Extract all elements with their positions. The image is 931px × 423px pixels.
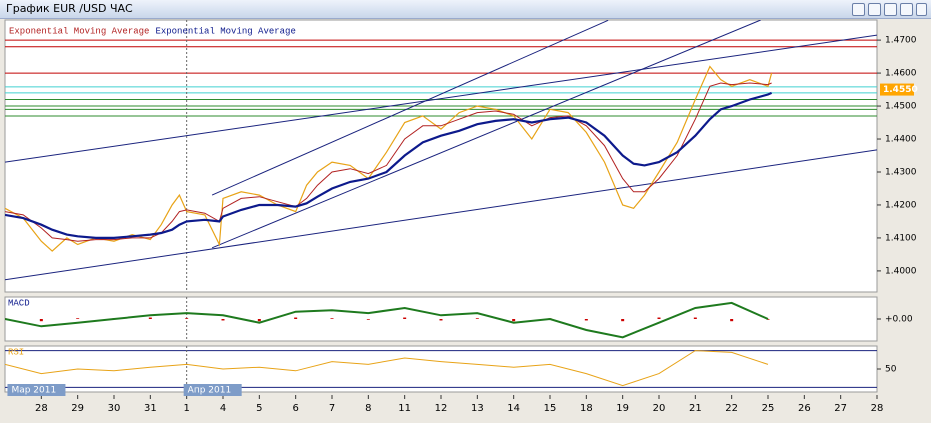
x-tick-label: 6 <box>292 403 298 414</box>
histogram-bar <box>512 319 516 322</box>
x-tick-label: 19 <box>616 403 629 414</box>
x-tick-label: 26 <box>798 403 811 414</box>
x-tick-label: 25 <box>762 403 775 414</box>
x-tick-label: 1 <box>183 403 189 414</box>
x-tick-label: 31 <box>144 403 157 414</box>
series-line <box>5 91 773 239</box>
trend-line <box>5 149 877 281</box>
histogram-bar <box>621 319 625 322</box>
x-tick-label: 7 <box>329 403 335 414</box>
histogram-bar <box>366 319 370 320</box>
x-tick-label: 28 <box>35 403 48 414</box>
title-bar: График EUR /USD ЧАС <box>0 0 931 19</box>
series-line <box>5 82 772 242</box>
help-button[interactable] <box>852 3 865 16</box>
x-tick-label: 22 <box>725 403 738 414</box>
y-tick-label: +0.00 <box>885 315 913 325</box>
histogram-bar <box>294 317 298 319</box>
histogram-bar <box>330 318 334 319</box>
histogram-bar <box>39 319 43 322</box>
histogram-bar <box>76 318 80 319</box>
x-axis-area <box>0 395 931 423</box>
y-tick-label: 1.4000 <box>885 266 917 276</box>
histogram-bar <box>403 317 407 319</box>
x-tick-label: 28 <box>871 403 884 414</box>
month-label-box <box>183 384 242 396</box>
x-tick-label: 14 <box>507 403 520 414</box>
histogram-bar <box>693 317 697 319</box>
y-tick-label: 1.4500 <box>885 102 917 112</box>
histogram-bar <box>475 318 479 319</box>
series-line <box>5 350 769 387</box>
x-tick-label: 12 <box>435 403 448 414</box>
plot-area <box>5 346 877 392</box>
month-label: Мар 2011 <box>11 386 56 396</box>
month-label-box <box>7 384 66 396</box>
x-tick-label: 8 <box>365 403 371 414</box>
x-tick-label: 13 <box>471 403 484 414</box>
x-tick-label: 21 <box>689 403 702 414</box>
legend-entry: Exponential Moving Average <box>9 26 149 36</box>
histogram-bar <box>148 317 152 319</box>
histogram-bar <box>584 319 588 321</box>
plot-area <box>5 297 770 341</box>
legend-entry: Exponential Moving Average <box>155 26 295 36</box>
histogram-bar <box>257 319 261 322</box>
histogram-bar <box>766 319 770 320</box>
x-tick-label: 11 <box>398 403 411 414</box>
maximize-button[interactable] <box>884 3 897 16</box>
panel-title: MACD <box>8 298 30 308</box>
month-label: Апр 2011 <box>188 386 232 396</box>
x-tick-label: 4 <box>220 403 226 414</box>
y-tick-label: 1.4600 <box>885 69 917 79</box>
trend-line <box>211 20 609 196</box>
last-price-box <box>880 83 914 96</box>
y-tick-label: 1.4100 <box>885 233 917 243</box>
last-price-label: 1.4550 <box>883 85 918 95</box>
x-tick-label: 20 <box>653 403 666 414</box>
histogram-bar <box>657 317 661 319</box>
x-tick-label: 15 <box>544 403 557 414</box>
y-tick-label: 1.4400 <box>885 135 917 145</box>
window-title: График EUR /USD ЧАС <box>6 2 133 15</box>
restore-button[interactable] <box>900 3 913 16</box>
histogram-bar <box>185 318 189 319</box>
y-tick-label: 1.4200 <box>885 200 917 210</box>
trend-line <box>5 34 877 163</box>
y-tick-label: 50 <box>885 365 897 375</box>
plot-area <box>5 20 877 292</box>
trend-line <box>211 20 761 249</box>
x-tick-label: 5 <box>256 403 262 414</box>
x-tick-label: 29 <box>71 403 84 414</box>
x-tick-label: 30 <box>108 403 121 414</box>
chart: 1.4000 1.4100 1.4200 1.4300 1.4400 1.4500 1.46… <box>0 19 931 423</box>
series-line <box>5 301 769 339</box>
x-tick-label: 27 <box>834 403 847 414</box>
y-tick-label: 1.4700 <box>885 36 917 46</box>
panel-title: RSI <box>8 347 24 357</box>
panel <box>4 345 878 393</box>
histogram-bar <box>221 319 225 321</box>
settings-button[interactable] <box>868 3 881 16</box>
histogram-bar <box>439 319 443 321</box>
y-tick-label: 1.4300 <box>885 167 917 177</box>
histogram-bar <box>730 319 734 322</box>
close-button[interactable] <box>916 3 927 16</box>
panel <box>4 19 878 293</box>
x-tick-label: 18 <box>580 403 593 414</box>
